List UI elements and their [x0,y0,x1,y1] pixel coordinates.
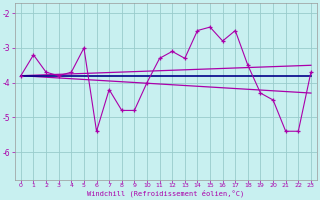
X-axis label: Windchill (Refroidissement éolien,°C): Windchill (Refroidissement éolien,°C) [87,190,244,197]
